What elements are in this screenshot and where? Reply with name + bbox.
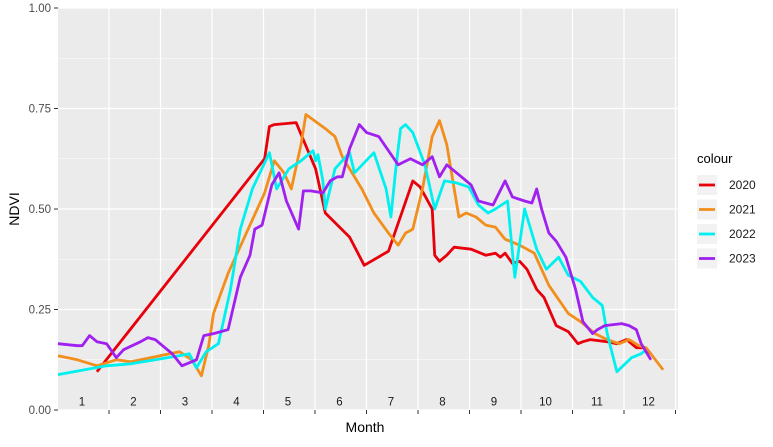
x-tick-label: 4 [233, 397, 240, 409]
x-tick-label: 7 [388, 397, 394, 409]
x-tick-label: 5 [285, 397, 291, 409]
x-axis: 1 2 3 4 5 6 7 8 9 10 11 12 [79, 397, 676, 414]
y-tick-label: 0.25 [29, 305, 51, 317]
series-line-2022 [57, 123, 647, 376]
legend: colour 2020 2021 2022 2023 [697, 151, 756, 269]
series-line-2023 [57, 123, 653, 368]
legend-label-2023: 2023 [729, 252, 756, 266]
x-tick-label: 8 [439, 397, 445, 409]
x-tick-label: 11 [591, 397, 603, 409]
x-tick-label: 9 [491, 397, 497, 409]
x-tick-label: 10 [539, 397, 552, 409]
y-tick-label: 0.50 [29, 204, 51, 216]
legend-label-2021: 2021 [729, 203, 756, 217]
x-tick-label: 3 [182, 397, 188, 409]
x-tick-label: 2 [130, 397, 136, 409]
series-line-2021 [57, 113, 665, 378]
legend-title: colour [697, 151, 733, 166]
grid-lines [58, 7, 678, 411]
series-line-2020 [95, 121, 652, 373]
x-tick-label: 1 [79, 397, 85, 409]
y-tick-label: 0.00 [29, 405, 51, 417]
y-tick-label: 0.75 [29, 104, 51, 116]
y-tick-label: 1.00 [29, 3, 51, 15]
y-axis-label: NDVI [6, 192, 22, 225]
x-tick-label: 6 [336, 397, 342, 409]
x-tick-label: 12 [642, 397, 655, 409]
y-axis: 0.00 0.25 0.50 0.75 1.00 [29, 3, 58, 417]
x-axis-label: Month [346, 419, 385, 435]
legend-label-2020: 2020 [729, 178, 756, 192]
legend-label-2022: 2022 [729, 227, 756, 241]
series-lines [57, 113, 665, 378]
